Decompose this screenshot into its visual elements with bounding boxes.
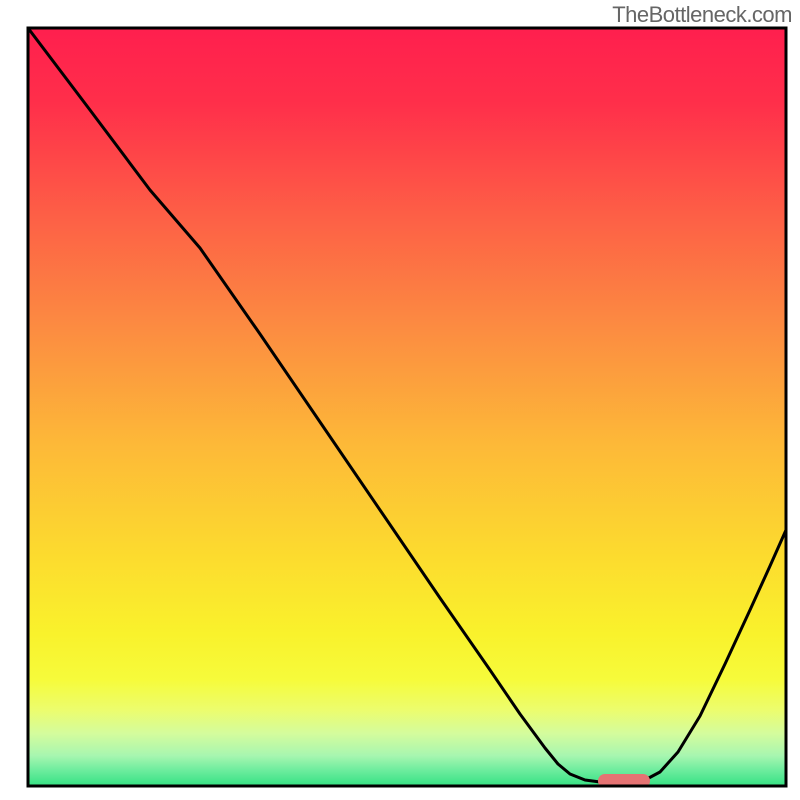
chart-canvas: [0, 0, 800, 800]
watermark-text: TheBottleneck.com: [612, 2, 792, 28]
bottleneck-chart: TheBottleneck.com: [0, 0, 800, 800]
gradient-background: [28, 28, 786, 786]
